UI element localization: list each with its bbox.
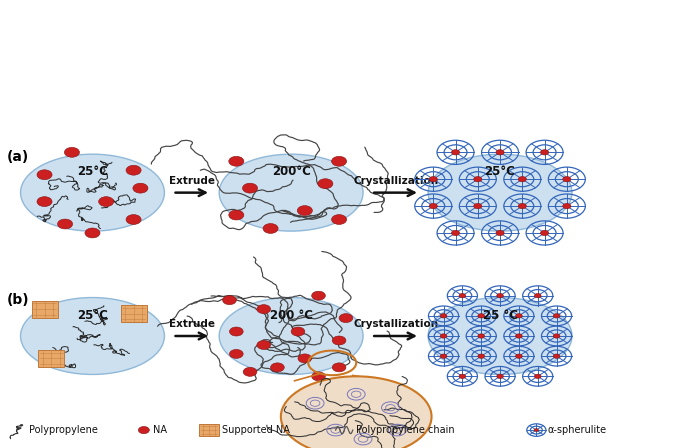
Circle shape [229, 327, 243, 336]
Circle shape [440, 334, 447, 338]
Circle shape [534, 293, 541, 298]
Circle shape [516, 334, 522, 338]
Circle shape [553, 334, 560, 338]
Circle shape [429, 203, 437, 209]
Circle shape [459, 293, 466, 298]
FancyBboxPatch shape [199, 424, 219, 436]
Circle shape [297, 206, 312, 215]
Circle shape [332, 156, 347, 166]
Circle shape [263, 224, 278, 233]
Text: 25 °C: 25 °C [482, 309, 518, 322]
Text: 200 °C: 200 °C [270, 309, 312, 322]
Ellipse shape [281, 376, 432, 448]
Circle shape [474, 177, 482, 182]
Ellipse shape [428, 297, 572, 375]
Ellipse shape [219, 154, 363, 231]
Circle shape [257, 340, 271, 349]
Circle shape [478, 314, 484, 318]
Ellipse shape [428, 154, 572, 231]
Circle shape [64, 147, 79, 157]
Circle shape [459, 374, 466, 379]
Circle shape [540, 230, 549, 236]
Circle shape [37, 197, 52, 207]
Circle shape [519, 203, 526, 209]
Ellipse shape [21, 154, 164, 231]
Circle shape [451, 150, 460, 155]
Circle shape [496, 230, 504, 236]
Circle shape [474, 203, 482, 209]
Circle shape [540, 150, 549, 155]
Circle shape [496, 150, 504, 155]
Text: Crystallization: Crystallization [353, 319, 438, 329]
Circle shape [99, 197, 114, 207]
Circle shape [298, 354, 312, 363]
Circle shape [497, 293, 503, 298]
Text: Extrude: Extrude [169, 319, 215, 329]
Circle shape [478, 354, 484, 358]
Circle shape [138, 426, 149, 434]
Text: α-spherulite: α-spherulite [548, 425, 607, 435]
Circle shape [563, 203, 571, 209]
Circle shape [242, 183, 258, 193]
Circle shape [440, 314, 447, 318]
Circle shape [534, 374, 541, 379]
Text: 25°C: 25°C [77, 165, 108, 178]
Circle shape [229, 156, 244, 166]
Circle shape [440, 354, 447, 358]
Circle shape [58, 219, 73, 229]
Text: Extrude: Extrude [169, 176, 215, 186]
Text: (a): (a) [7, 150, 29, 164]
Circle shape [271, 363, 284, 372]
Ellipse shape [219, 297, 363, 375]
Circle shape [312, 372, 325, 381]
Circle shape [519, 177, 526, 182]
Text: 25°C: 25°C [484, 165, 516, 178]
Text: Polypropylene: Polypropylene [29, 425, 98, 435]
Text: Polypropylene chain: Polypropylene chain [356, 425, 455, 435]
Text: (b): (b) [7, 293, 29, 307]
Circle shape [332, 336, 346, 345]
Ellipse shape [21, 297, 164, 375]
Text: 25°C: 25°C [77, 309, 108, 322]
FancyBboxPatch shape [32, 301, 58, 318]
Circle shape [318, 179, 333, 189]
Text: NA: NA [153, 425, 166, 435]
Circle shape [478, 334, 484, 338]
Circle shape [126, 165, 141, 175]
Circle shape [312, 291, 325, 300]
Circle shape [37, 170, 52, 180]
Text: Supported NA: Supported NA [222, 425, 290, 435]
FancyBboxPatch shape [121, 305, 147, 322]
Circle shape [563, 177, 571, 182]
Circle shape [223, 296, 236, 305]
Circle shape [85, 228, 100, 238]
Circle shape [229, 349, 243, 358]
Circle shape [553, 354, 560, 358]
Circle shape [257, 305, 271, 314]
FancyBboxPatch shape [38, 350, 64, 367]
Circle shape [332, 363, 346, 372]
Circle shape [133, 183, 148, 193]
Circle shape [497, 374, 503, 379]
Circle shape [553, 314, 560, 318]
Circle shape [243, 367, 257, 376]
Circle shape [291, 327, 305, 336]
Circle shape [451, 230, 460, 236]
Text: 200°C: 200°C [272, 165, 310, 178]
Circle shape [339, 314, 353, 323]
Text: Crystallization: Crystallization [353, 176, 438, 186]
Circle shape [126, 215, 141, 224]
Circle shape [229, 210, 244, 220]
Circle shape [332, 215, 347, 224]
Circle shape [534, 429, 538, 431]
Circle shape [516, 314, 522, 318]
Circle shape [516, 354, 522, 358]
Circle shape [429, 177, 437, 182]
